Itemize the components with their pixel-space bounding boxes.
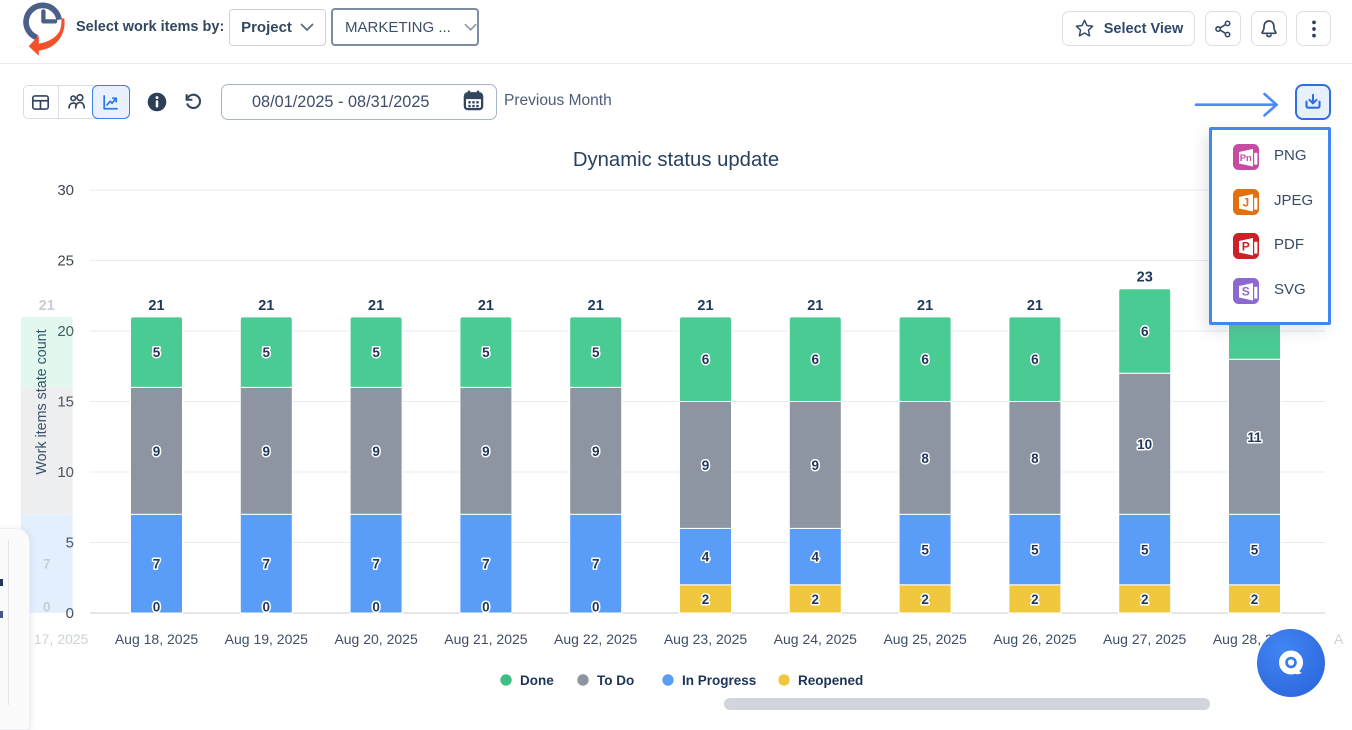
svg-text:9: 9: [482, 444, 490, 459]
svg-text:6: 6: [702, 352, 710, 367]
svg-text:Aug 18, 2025: Aug 18, 2025: [115, 631, 199, 647]
svg-text:0: 0: [153, 600, 161, 615]
svg-text:9: 9: [592, 444, 600, 459]
svg-text:Aug 22, 2025: Aug 22, 2025: [554, 631, 638, 647]
svg-text:5: 5: [153, 345, 161, 360]
svg-text:J: J: [1242, 195, 1249, 209]
svg-text:2: 2: [1251, 592, 1259, 607]
svg-text:Done: Done: [520, 673, 554, 688]
svg-text:6: 6: [1031, 352, 1039, 367]
svg-text:10: 10: [57, 464, 74, 481]
svg-text:Aug 25, 2025: Aug 25, 2025: [883, 631, 967, 647]
svg-text:21: 21: [478, 298, 494, 314]
svg-text:21: 21: [39, 298, 55, 314]
svg-text:Aug 19, 2025: Aug 19, 2025: [225, 631, 309, 647]
svg-text:Work items state count: Work items state count: [34, 329, 50, 474]
svg-text:Aug 20, 2025: Aug 20, 2025: [334, 631, 418, 647]
svg-text:0: 0: [482, 600, 490, 615]
svg-text:Aug 27, 2025: Aug 27, 2025: [1103, 631, 1187, 647]
svg-text:7: 7: [482, 557, 490, 572]
svg-text:23: 23: [1137, 270, 1153, 286]
svg-text:0: 0: [592, 600, 600, 615]
svg-text:6: 6: [1141, 324, 1149, 339]
svg-text:9: 9: [263, 444, 271, 459]
svg-text:21: 21: [588, 298, 604, 314]
svg-text:5: 5: [482, 345, 490, 360]
svg-text:10: 10: [1137, 437, 1152, 452]
svg-text:4: 4: [812, 550, 820, 565]
svg-text:5: 5: [1141, 543, 1149, 558]
svg-text:Aug 21, 2025: Aug 21, 2025: [444, 631, 528, 647]
svg-text:In Progress: In Progress: [682, 673, 756, 688]
svg-text:7: 7: [43, 557, 51, 572]
svg-text:0: 0: [372, 600, 380, 615]
svg-text:7: 7: [263, 557, 271, 572]
svg-text:2: 2: [702, 592, 710, 607]
svg-text:9: 9: [812, 458, 820, 473]
svg-text:5: 5: [1031, 543, 1039, 558]
svg-text:S: S: [1242, 284, 1250, 298]
svg-text:25: 25: [57, 253, 74, 270]
svg-text:2: 2: [1031, 592, 1039, 607]
svg-text:5: 5: [592, 345, 600, 360]
svg-text:Pn: Pn: [1240, 153, 1252, 164]
svg-text:0: 0: [43, 600, 51, 615]
svg-text:A: A: [1334, 631, 1344, 647]
svg-text:7: 7: [592, 557, 600, 572]
svg-text:P: P: [1242, 239, 1250, 253]
svg-text:5: 5: [1251, 543, 1259, 558]
svg-text:30: 30: [57, 182, 74, 199]
svg-text:0: 0: [263, 600, 271, 615]
svg-text:20: 20: [57, 323, 74, 340]
svg-text:5: 5: [921, 543, 929, 558]
svg-text:6: 6: [921, 352, 929, 367]
svg-text:21: 21: [807, 298, 823, 314]
svg-text:2: 2: [1141, 592, 1149, 607]
svg-text:6: 6: [812, 352, 820, 367]
svg-text:21: 21: [368, 298, 384, 314]
svg-text:Aug 26, 2025: Aug 26, 2025: [993, 631, 1077, 647]
svg-text:7: 7: [372, 557, 380, 572]
svg-text:9: 9: [702, 458, 710, 473]
svg-text:Dynamic status update: Dynamic status update: [573, 149, 779, 171]
svg-text:21: 21: [917, 298, 933, 314]
svg-text:To Do: To Do: [597, 673, 634, 688]
svg-text:5: 5: [66, 535, 74, 552]
svg-text:5: 5: [263, 345, 271, 360]
svg-text:21: 21: [1027, 298, 1043, 314]
svg-text:8: 8: [921, 451, 929, 466]
svg-text:Aug 23, 2025: Aug 23, 2025: [664, 631, 748, 647]
svg-text:21: 21: [258, 298, 274, 314]
svg-text:11: 11: [1247, 430, 1262, 445]
svg-text:Reopened: Reopened: [798, 673, 863, 688]
svg-text:21: 21: [697, 298, 713, 314]
svg-text:5: 5: [372, 345, 380, 360]
svg-text:2: 2: [921, 592, 929, 607]
svg-text:0: 0: [66, 605, 74, 622]
svg-text:9: 9: [372, 444, 380, 459]
svg-text:4: 4: [702, 550, 710, 565]
svg-text:Aug 24, 2025: Aug 24, 2025: [774, 631, 858, 647]
svg-text:9: 9: [153, 444, 161, 459]
svg-text:15: 15: [57, 394, 74, 411]
svg-text:8: 8: [1031, 451, 1039, 466]
svg-text:7: 7: [153, 557, 161, 572]
svg-text:21: 21: [148, 298, 164, 314]
svg-text:2: 2: [812, 592, 820, 607]
